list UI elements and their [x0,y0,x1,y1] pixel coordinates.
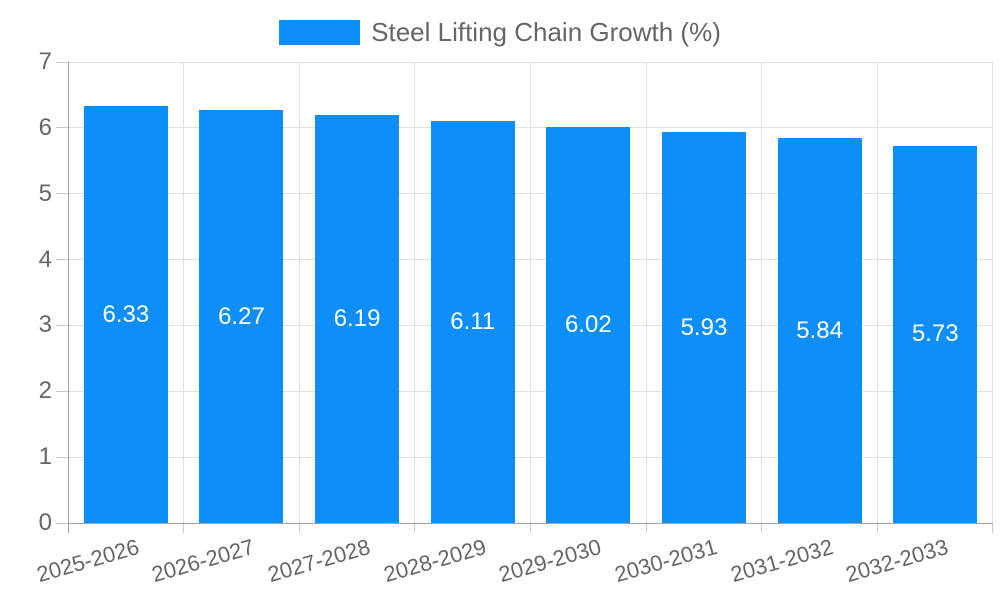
bar-value-label: 6.33 [102,300,150,328]
y-axis-tick [56,522,68,524]
y-axis-tick [56,193,68,195]
legend-swatch [279,19,361,45]
bar[interactable]: 6.02 [546,126,631,523]
bar[interactable]: 6.11 [430,120,515,523]
y-axis-label: 2 [38,377,52,405]
bar-value-label: 6.11 [450,307,496,335]
y-axis-tick [56,456,68,458]
x-axis-tick [530,523,531,533]
bar[interactable]: 5.84 [777,138,862,523]
y-axis-tick [56,259,68,261]
x-axis-label: 2029-2030 [496,534,605,588]
bar-value-label: 6.19 [333,305,381,333]
bar-value-label: 6.27 [218,302,265,330]
x-axis-tick [991,523,993,533]
y-axis-tick [56,324,68,326]
legend-label: Steel Lifting Chain Growth (%) [371,17,721,47]
bar[interactable]: 6.27 [199,110,284,523]
x-axis-label: 2026-2027 [149,534,258,588]
y-axis-tick [56,127,68,129]
x-axis-tick [298,523,300,533]
x-gridline [530,62,531,523]
x-axis-tick [876,523,878,533]
plot-area: 6.33 6.27 6.19 6.11 6.02 5.93 5.84 5.73 [68,61,993,523]
x-gridline [645,62,647,523]
y-axis-label: 4 [38,245,52,273]
x-gridline [991,62,993,523]
x-gridline [876,62,878,523]
x-gridline [761,62,763,523]
y-axis-label: 0 [38,509,52,536]
y-axis-tick [56,390,68,392]
y-axis-tick [56,61,68,63]
x-axis-tick [761,523,763,533]
bar[interactable]: 5.93 [661,132,746,523]
x-axis-tick [645,523,647,533]
bar-value-label: 5.73 [911,320,959,348]
x-axis-label: 2032-2033 [843,534,952,588]
y-axis-label: 7 [38,48,52,75]
y-axis-line [68,62,69,533]
bar-value-label: 5.93 [680,313,728,341]
x-axis-label: 2028-2029 [380,534,489,588]
y-axis-label: 5 [38,179,52,207]
bar[interactable]: 5.73 [893,145,978,523]
bar[interactable]: 6.33 [83,106,168,523]
x-gridline [298,62,300,523]
x-axis-label: 2031-2032 [727,534,836,588]
bar-value-label: 6.02 [564,310,612,338]
x-axis-tick [414,523,416,533]
x-gridline [183,62,185,523]
x-axis-line [68,522,993,524]
x-axis-label: 2027-2028 [264,534,373,588]
x-gridline [414,62,416,523]
y-axis-label: 1 [38,443,52,471]
y-axis-label: 6 [38,113,52,141]
chart-legend[interactable]: Steel Lifting Chain Growth (%) [0,18,1000,46]
bar-value-label: 5.84 [796,316,843,344]
y-axis-label: 3 [38,311,52,339]
bar[interactable]: 6.19 [315,115,400,523]
x-axis-tick [183,523,185,533]
x-axis-label: 2025-2026 [33,534,142,588]
x-axis-label: 2030-2031 [611,534,720,588]
